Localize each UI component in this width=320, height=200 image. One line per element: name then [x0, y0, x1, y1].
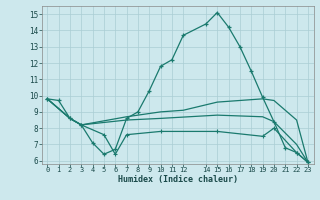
X-axis label: Humidex (Indice chaleur): Humidex (Indice chaleur)	[118, 175, 237, 184]
